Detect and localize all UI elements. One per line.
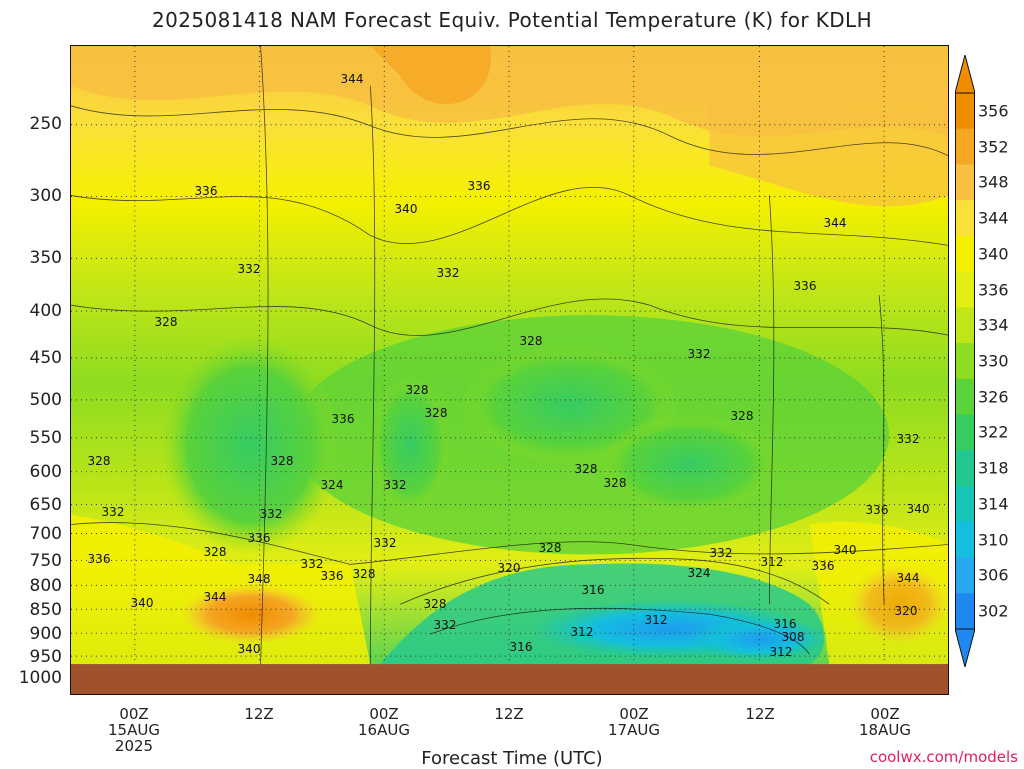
colorbar-swatch — [955, 271, 975, 308]
x-tick-line: 2025 — [114, 737, 154, 755]
y-tick-label: 600 — [29, 462, 62, 482]
x-tick-line: 12Z — [494, 705, 524, 723]
colorbar-tick-label: 322 — [978, 422, 1009, 442]
y-tick-label: 500 — [29, 390, 62, 410]
source-credit: coolwx.com/models — [869, 748, 1018, 766]
colorbar — [955, 55, 975, 667]
x-tick-label: 00Z 18AUG — [840, 706, 930, 738]
x-axis-label: Forecast Time (UTC) — [421, 748, 603, 769]
y-tick-label: 400 — [29, 301, 62, 321]
colorbar-swatch — [955, 486, 975, 523]
colorbar-swatch — [955, 450, 975, 487]
y-tick-label: 900 — [29, 624, 62, 644]
colorbar-swatch — [955, 200, 975, 237]
x-tick-label: 00Z 17AUG — [589, 706, 679, 738]
y-tick-label: 550 — [29, 428, 62, 448]
y-tick-label: 950 — [29, 647, 62, 667]
y-tick-label: 850 — [29, 600, 62, 620]
colorbar-top-arrow — [955, 55, 975, 94]
colorbar-tick-label: 348 — [978, 172, 1009, 192]
y-tick-label: 800 — [29, 576, 62, 596]
colorbar-swatch — [955, 521, 975, 559]
x-tick-label: 00Z 15AUG 2025 — [89, 706, 179, 754]
theta-e-field — [71, 46, 948, 694]
colorbar-swatch — [955, 93, 975, 130]
colorbar-tick-label: 326 — [978, 387, 1009, 407]
colorbar-swatch — [955, 378, 975, 416]
x-tick-line: 12Z — [745, 705, 775, 723]
x-tick-label: 12Z — [715, 706, 805, 722]
colorbar-tick-label: 314 — [978, 494, 1009, 514]
y-tick-label: 300 — [29, 186, 62, 206]
colorbar-tick-label: 340 — [978, 244, 1009, 264]
colorbar-swatch — [955, 235, 975, 273]
colorbar-tick-label: 318 — [978, 458, 1009, 478]
x-tick-line: 00Z — [619, 705, 649, 723]
colorbar-tick-label: 306 — [978, 565, 1009, 585]
x-tick-line: 00Z — [369, 705, 399, 723]
x-tick-line: 15AUG — [108, 721, 160, 739]
plot-area: 344 336 340 336 332 328 328 332 344 332 328 336 328 3… — [70, 45, 949, 695]
colorbar-swatch — [955, 164, 975, 201]
x-tick-line: 17AUG — [608, 721, 660, 739]
x-tick-label: 00Z 16AUG — [339, 706, 429, 738]
x-tick-line: 00Z — [119, 705, 149, 723]
colorbar-swatch — [955, 557, 975, 594]
colorbar-swatch — [955, 128, 975, 165]
x-tick-line: 00Z — [870, 705, 900, 723]
y-tick-label: 650 — [29, 495, 62, 515]
y-tick-label: 750 — [29, 551, 62, 571]
colorbar-tick-label: 352 — [978, 137, 1009, 157]
colorbar-tick-label: 310 — [978, 530, 1009, 550]
y-tick-label: 700 — [29, 524, 62, 544]
colorbar-tick-label: 344 — [978, 208, 1009, 228]
y-tick-label: 1000 — [18, 668, 62, 688]
colorbar-tick-label: 336 — [978, 280, 1009, 300]
chart-title: 2025081418 NAM Forecast Equiv. Potential… — [151, 8, 873, 32]
colorbar-swatch — [955, 343, 975, 380]
colorbar-swatch — [955, 593, 975, 630]
colorbar-frame — [955, 92, 975, 630]
colorbar-tick-label: 356 — [978, 101, 1009, 121]
x-tick-line: 12Z — [244, 705, 274, 723]
y-tick-label: 250 — [29, 114, 62, 134]
colorbar-swatch — [955, 414, 975, 451]
colorbar-tick-label: 330 — [978, 351, 1009, 371]
y-tick-label: 350 — [29, 248, 62, 268]
colorbar-tick-label: 334 — [978, 315, 1009, 335]
x-tick-line: 16AUG — [358, 721, 410, 739]
colorbar-swatch — [955, 307, 975, 344]
x-tick-label: 12Z — [464, 706, 554, 722]
x-tick-line: 18AUG — [859, 721, 911, 739]
colorbar-bottom-arrow — [955, 628, 975, 667]
y-tick-label: 450 — [29, 348, 62, 368]
colorbar-tick-label: 302 — [978, 601, 1009, 621]
x-tick-label: 12Z — [214, 706, 304, 722]
